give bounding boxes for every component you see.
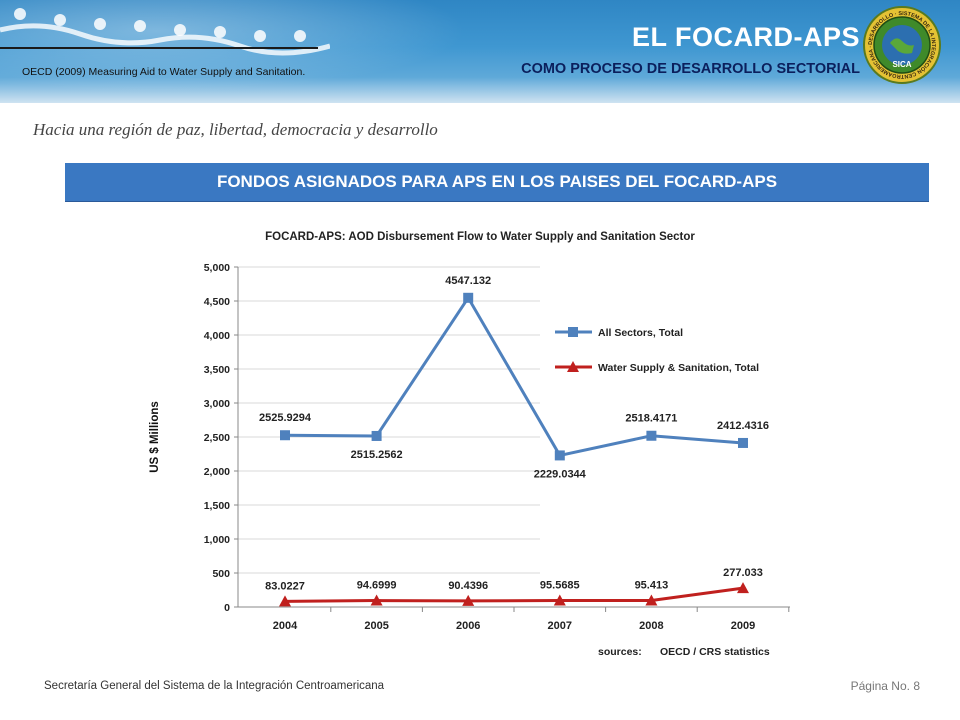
data-label: 95.413 bbox=[635, 580, 669, 592]
line-chart: FOCARD-APS: AOD Disbursement Flow to Wat… bbox=[149, 231, 790, 658]
header-rule bbox=[0, 47, 318, 49]
x-tick-label: 2008 bbox=[639, 620, 663, 632]
y-tick-label: 4,000 bbox=[204, 330, 230, 342]
page-number: Página No. 8 bbox=[850, 679, 920, 693]
slide-header: OECD (2009) Measuring Aid to Water Suppl… bbox=[0, 0, 960, 103]
source-note: OECD (2009) Measuring Aid to Water Suppl… bbox=[22, 66, 306, 78]
source-label: sources: bbox=[598, 646, 642, 658]
legend-marker bbox=[567, 361, 579, 372]
source-value: OECD / CRS statistics bbox=[660, 646, 770, 658]
series-line-water-supply bbox=[284, 586, 744, 603]
data-point bbox=[370, 594, 383, 606]
y-tick-label: 3,500 bbox=[204, 364, 230, 376]
data-point bbox=[646, 430, 657, 441]
data-point bbox=[554, 450, 565, 461]
seal-center-text: SICA bbox=[892, 60, 911, 69]
data-label: 2525.9294 bbox=[259, 412, 312, 424]
y-tick-label: 4,500 bbox=[204, 296, 230, 308]
legend-marker bbox=[568, 327, 578, 337]
data-point bbox=[280, 430, 290, 441]
data-label: 2515.2562 bbox=[351, 449, 403, 461]
y-tick-label: 1,500 bbox=[204, 500, 230, 512]
data-point bbox=[462, 594, 475, 606]
tagline: Hacia una región de paz, libertad, democ… bbox=[33, 120, 438, 139]
y-axis-label: US $ Millions bbox=[149, 401, 161, 473]
page-subtitle: COMO PROCESO DE DESARROLLO SECTORIAL bbox=[521, 61, 860, 77]
y-tick-label: 5,000 bbox=[204, 262, 230, 274]
data-point bbox=[738, 437, 748, 448]
page-title: EL FOCARD-APS bbox=[631, 22, 860, 52]
y-tick-label: 1,000 bbox=[204, 534, 230, 546]
data-point bbox=[463, 292, 474, 303]
data-point bbox=[645, 594, 658, 606]
series-line-all-sectors bbox=[284, 294, 744, 458]
x-tick-label: 2007 bbox=[548, 620, 572, 632]
data-point bbox=[371, 430, 382, 441]
x-tick-label: 2009 bbox=[731, 620, 755, 632]
people-chain-graphic bbox=[0, 8, 330, 56]
x-tick-label: 2006 bbox=[456, 620, 480, 632]
x-tick-label: 2005 bbox=[364, 620, 388, 632]
chart-title: FOCARD-APS: AOD Disbursement Flow to Wat… bbox=[265, 231, 695, 243]
data-point bbox=[279, 595, 291, 607]
data-point bbox=[553, 594, 566, 606]
data-label: 83.0227 bbox=[265, 580, 305, 592]
data-point bbox=[737, 582, 749, 594]
y-tick-label: 2,500 bbox=[204, 432, 230, 444]
data-label: 2412.4316 bbox=[717, 420, 769, 432]
data-label: 2229.0344 bbox=[534, 468, 587, 480]
legend-label: All Sectors, Total bbox=[598, 327, 683, 339]
data-label: 90.4396 bbox=[448, 580, 488, 592]
y-tick-label: 2,000 bbox=[204, 466, 230, 478]
x-tick-label: 2004 bbox=[273, 620, 298, 632]
data-label: 2518.4171 bbox=[625, 413, 677, 425]
data-label: 4547.132 bbox=[445, 275, 491, 287]
data-label: 277.033 bbox=[723, 567, 763, 579]
y-tick-label: 3,000 bbox=[204, 398, 230, 410]
data-label: 95.5685 bbox=[540, 580, 580, 592]
footer-organization: Secretaría General del Sistema de la Int… bbox=[44, 680, 385, 692]
y-tick-label: 500 bbox=[212, 568, 230, 580]
section-banner: FONDOS ASIGNADOS PARA APS EN LOS PAISES … bbox=[65, 163, 929, 202]
banner-text: FONDOS ASIGNADOS PARA APS EN LOS PAISES … bbox=[216, 172, 778, 191]
y-tick-label: 0 bbox=[224, 602, 230, 614]
legend-label: Water Supply & Sanitation, Total bbox=[598, 362, 759, 374]
data-label: 94.6999 bbox=[357, 580, 397, 592]
sica-seal-logo: DESARROLLO · SISTEMA DE LA INTEGRACIÓN C… bbox=[862, 5, 941, 84]
chart-container: FOCARD-APS: AOD Disbursement Flow to Wat… bbox=[140, 215, 820, 665]
